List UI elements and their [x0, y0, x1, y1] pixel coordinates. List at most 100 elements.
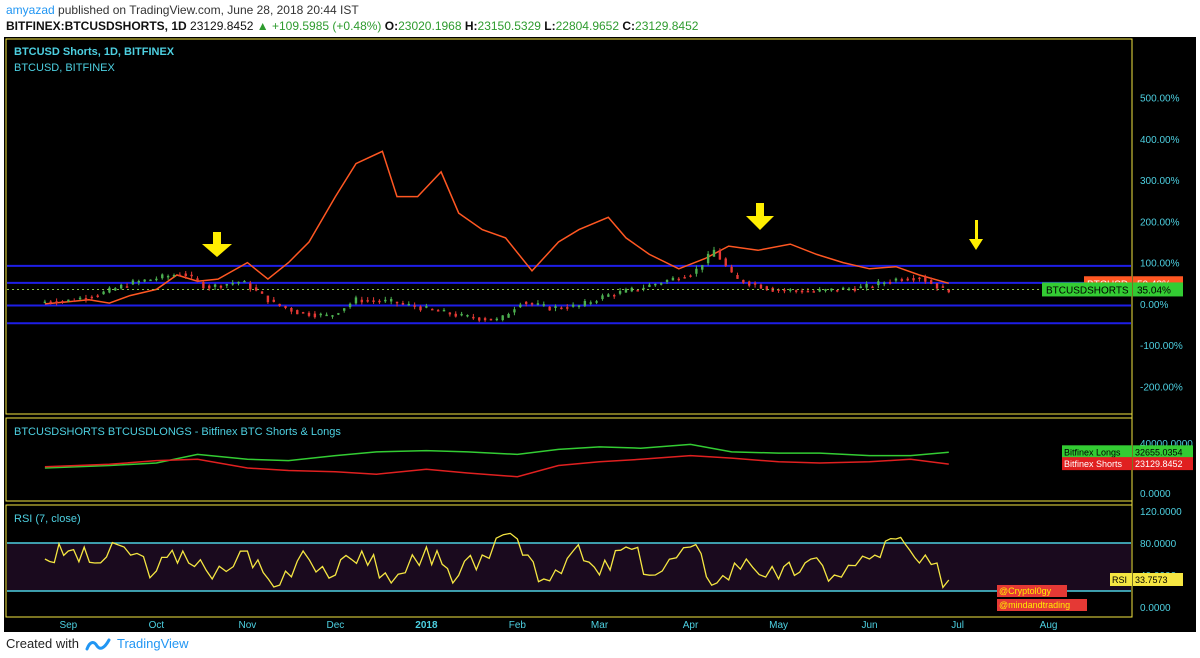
- candle-body: [266, 295, 270, 303]
- chart-svg[interactable]: BTCUSD Shorts, 1D, BITFINEX BTCUSD, BITF…: [4, 37, 1196, 632]
- ohlc-header: BITFINEX:BTCUSDSHORTS, 1D 23129.8452 ▲ +…: [6, 19, 698, 33]
- candle-body: [337, 313, 340, 315]
- candle-body: [841, 287, 845, 290]
- candle-body: [301, 312, 305, 314]
- candle-body: [249, 283, 252, 290]
- candle-body: [489, 318, 493, 321]
- chart-area[interactable]: BTCUSD Shorts, 1D, BITFINEX BTCUSD, BITF…: [4, 37, 1196, 632]
- sl-name-tag-bg: [1062, 457, 1132, 471]
- candle-body: [49, 301, 52, 304]
- candle-body: [131, 280, 135, 285]
- candle-body: [542, 304, 545, 306]
- candle-body: [378, 300, 381, 303]
- candle-body: [765, 286, 769, 290]
- candle-body: [871, 286, 874, 289]
- x-tick-label: Apr: [683, 620, 699, 631]
- candle-body: [701, 265, 704, 270]
- main-chart-subtitle: BTCUSD, BITFINEX: [14, 62, 116, 74]
- sl-last-label-bg: [1133, 445, 1193, 459]
- candle-body: [96, 295, 99, 297]
- candle-body: [883, 282, 886, 285]
- candle-body: [178, 274, 182, 277]
- low-value: 22804.9652: [555, 19, 620, 33]
- candle-body: [654, 283, 657, 286]
- candle-body: [401, 302, 405, 305]
- candle-body: [213, 284, 217, 287]
- candle-body: [395, 301, 399, 304]
- candle-body: [354, 297, 358, 304]
- candle-body: [924, 277, 927, 282]
- candle-body: [577, 305, 581, 307]
- candle-body: [219, 285, 223, 288]
- candle-body: [61, 301, 64, 303]
- shorts-last-label-sl: 23129.8452: [1135, 459, 1183, 469]
- candle-body: [706, 253, 710, 264]
- candle-body: [108, 287, 111, 293]
- candle-body: [466, 314, 469, 317]
- candle-body: [648, 284, 651, 287]
- candle-body: [677, 278, 680, 281]
- sl-last-label-bg: [1133, 457, 1193, 471]
- candle-body: [407, 303, 410, 306]
- candle-body: [859, 286, 862, 289]
- tradingview-logo-icon[interactable]: [85, 637, 111, 651]
- high-label: H:: [464, 19, 478, 33]
- candle-body: [900, 279, 904, 281]
- y-tick-label-main: -200.00%: [1140, 382, 1183, 393]
- candle-body: [325, 314, 328, 317]
- candle-body: [431, 308, 434, 311]
- x-tick-label: Nov: [238, 620, 256, 631]
- author-link[interactable]: amyazad: [6, 3, 55, 17]
- candle-body: [777, 289, 780, 291]
- candle-body: [43, 301, 47, 304]
- shorts-longs-layer: 40000.0000 0.0000 Bitfinex Longs 32655.0354…: [44, 439, 1193, 500]
- arrow-oct: [202, 232, 232, 257]
- candle-body: [254, 287, 258, 291]
- candle-body: [736, 275, 739, 279]
- low-label: L:: [544, 19, 556, 33]
- candle-body: [601, 295, 604, 300]
- candle-body: [114, 288, 117, 291]
- y-tick-label-rsi: 80.0000: [1140, 539, 1177, 550]
- candle-body: [296, 310, 299, 315]
- tradingview-link[interactable]: TradingView: [116, 636, 189, 651]
- x-tick-label: Dec: [327, 620, 345, 631]
- longs-series-line: [44, 443, 949, 469]
- candle-body: [413, 305, 416, 307]
- x-tick-label: Mar: [591, 620, 609, 631]
- arrow-apr: [746, 203, 774, 230]
- x-tick-label: Oct: [149, 620, 165, 631]
- candle-body: [454, 313, 457, 317]
- candle-body: [554, 306, 557, 308]
- candle-body: [718, 250, 722, 260]
- candle-body: [483, 318, 487, 321]
- candle-body: [548, 306, 551, 311]
- rsi-series-line: [44, 532, 950, 589]
- candle-body: [906, 278, 909, 281]
- candle-body: [853, 288, 857, 291]
- y-tick-label-rsi: 0.0000: [1140, 603, 1171, 614]
- x-tick-label: Feb: [509, 620, 527, 631]
- shorts-name-tag-sl: Bitfinex Shorts: [1064, 459, 1123, 469]
- x-tick-label: Jul: [951, 620, 964, 631]
- candle-body: [947, 289, 950, 293]
- candle-body: [618, 291, 622, 294]
- candle-body: [78, 297, 82, 300]
- candle-body: [671, 277, 675, 281]
- y-tick-label-rsi: 120.0000: [1140, 507, 1182, 518]
- longs-name-tag: Bitfinex Longs: [1064, 447, 1121, 457]
- candle-body: [636, 290, 639, 292]
- candle-body: [84, 298, 88, 300]
- candle-body: [119, 284, 123, 289]
- x-tick-label: Aug: [1040, 620, 1058, 631]
- arrow-head: [202, 244, 232, 257]
- last-price: 23129.8452: [190, 19, 254, 33]
- candle-body: [237, 281, 240, 284]
- close-label: C:: [622, 19, 636, 33]
- arrow-shaft: [975, 220, 978, 240]
- candle-body: [830, 288, 833, 291]
- main-chart-title: BTCUSD Shorts, 1D, BITFINEX: [14, 46, 175, 58]
- candle-body: [419, 306, 422, 311]
- rsi-panel-title: RSI (7, close): [14, 513, 81, 525]
